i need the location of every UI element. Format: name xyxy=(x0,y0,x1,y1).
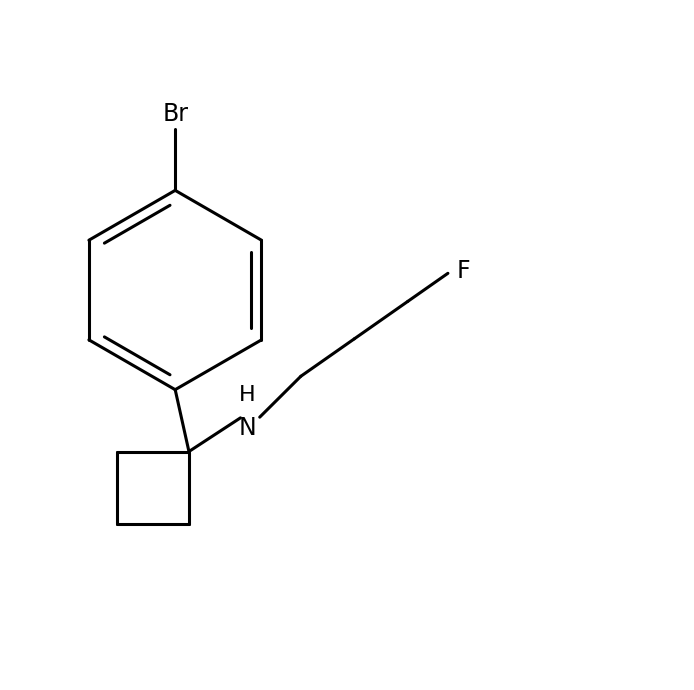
Text: N: N xyxy=(239,416,256,440)
Text: H: H xyxy=(239,386,255,406)
Text: F: F xyxy=(456,259,470,283)
Text: Br: Br xyxy=(162,102,188,126)
